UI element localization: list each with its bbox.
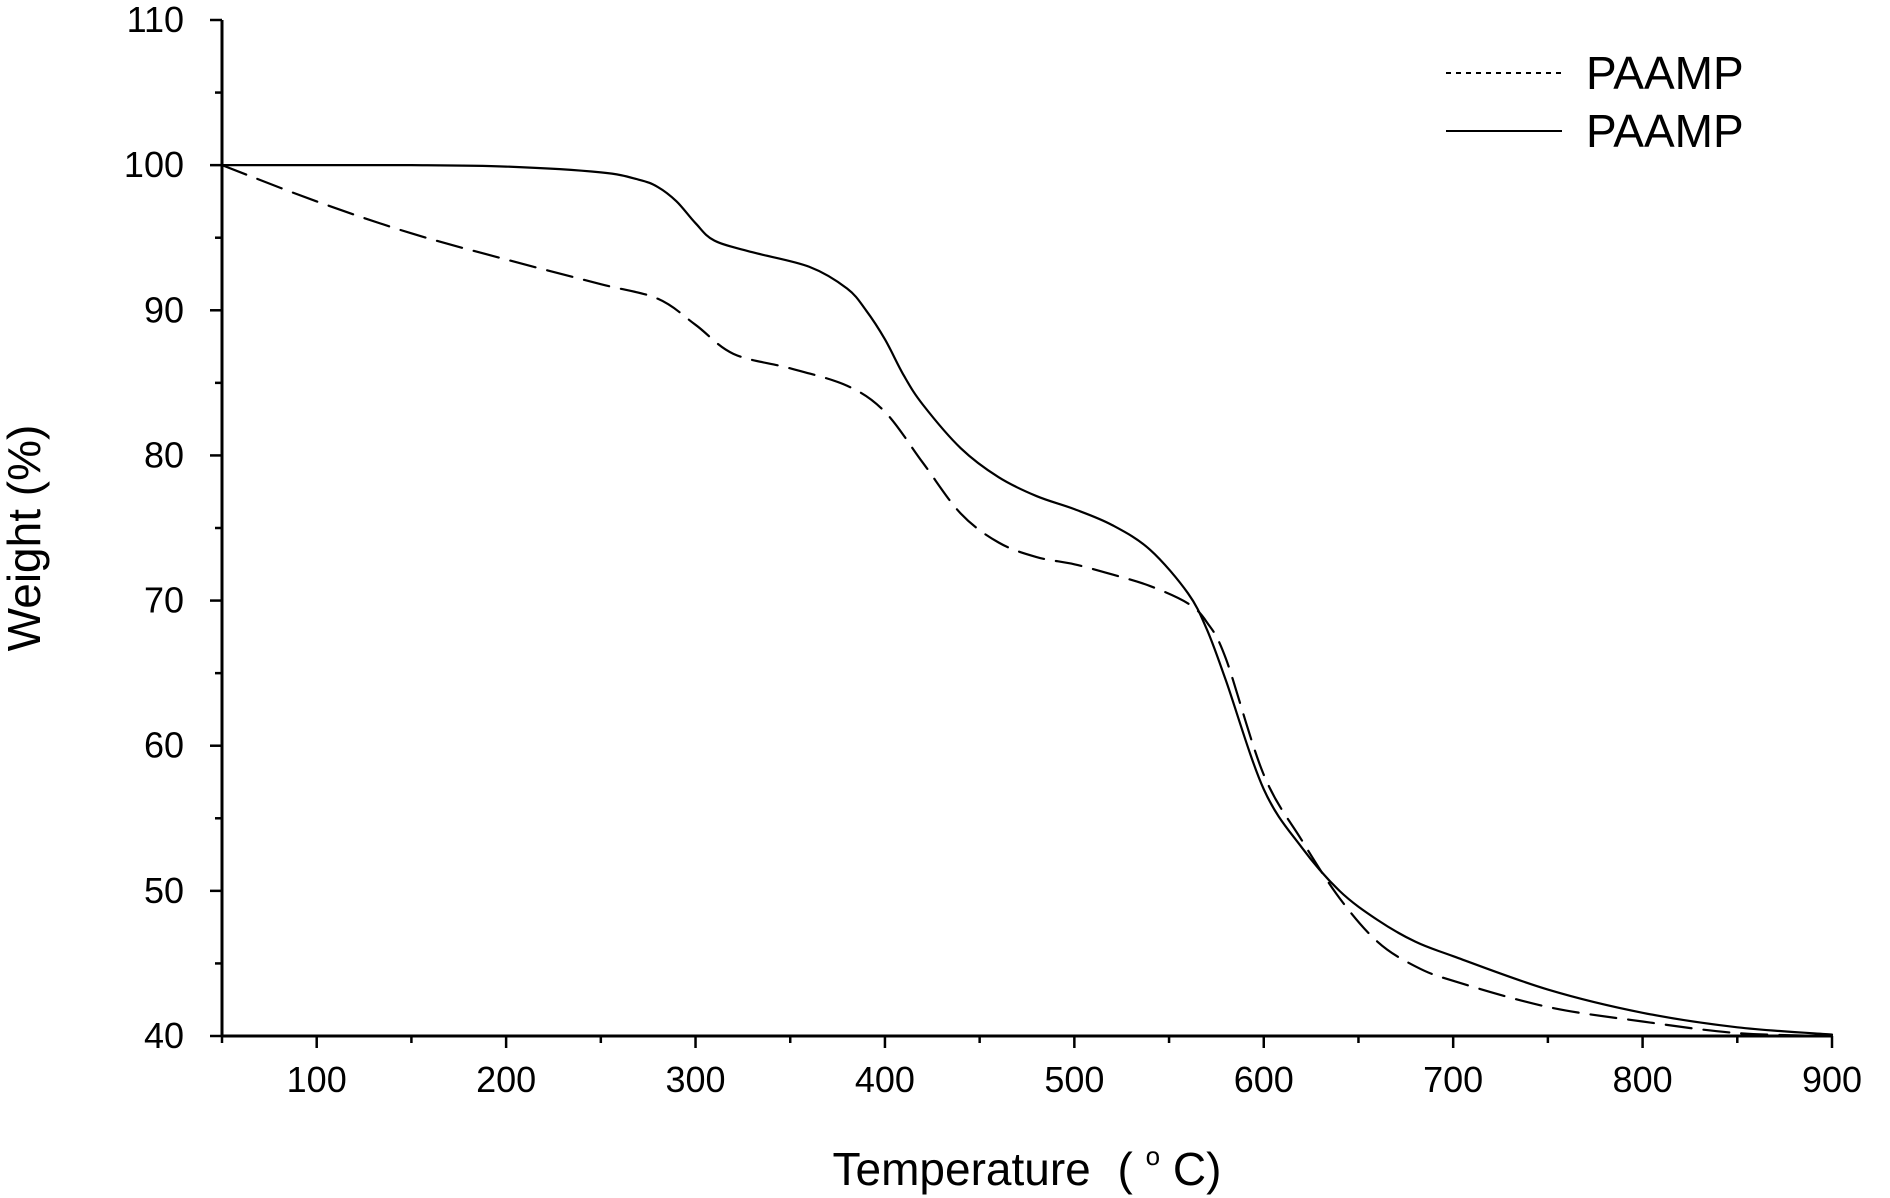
x-axis-unit-degree: o: [1146, 1141, 1160, 1171]
x-axis-unit-close: C): [1173, 1143, 1222, 1195]
y-tick-label: 110: [127, 0, 184, 40]
y-tick-label: 50: [144, 870, 184, 911]
y-tick-label: 40: [144, 1015, 184, 1056]
y-tick-label: 100: [124, 144, 184, 185]
legend-label: PAAMP: [1586, 47, 1744, 99]
y-axis-title: Weight (%): [0, 425, 50, 652]
y-tick-label: 80: [144, 434, 184, 475]
y-tick-label: 90: [144, 289, 184, 330]
x-tick-label: 900: [1802, 1059, 1862, 1100]
series-line-dashed: [220, 164, 1834, 1038]
x-tick-label: 100: [287, 1059, 347, 1100]
legend-label: PAAMP: [1586, 105, 1744, 157]
y-tick-label: 60: [144, 725, 184, 766]
legend: PAAMP PAAMP: [1446, 47, 1744, 157]
x-axis-unit-open: (: [1118, 1143, 1134, 1195]
x-tick-label: 300: [665, 1059, 725, 1100]
y-axis-ticks: 40 50 60 70 80 90 100 110: [124, 0, 222, 1056]
x-tick-label: 500: [1044, 1059, 1104, 1100]
x-tick-label: 400: [855, 1059, 915, 1100]
x-tick-label: 800: [1613, 1059, 1673, 1100]
y-tick-label: 70: [144, 580, 184, 621]
x-tick-label: 200: [476, 1059, 536, 1100]
x-axis-label: Temperature: [833, 1143, 1091, 1195]
x-tick-label: 600: [1234, 1059, 1294, 1100]
x-axis-ticks: 100 200 300 400 500 600 700 800 900: [220, 1036, 1862, 1100]
series-line-solid: [220, 163, 1834, 1036]
x-tick-label: 700: [1423, 1059, 1483, 1100]
series-layer: [220, 163, 1834, 1038]
x-axis-title: Temperature ( o C): [833, 1123, 1222, 1195]
